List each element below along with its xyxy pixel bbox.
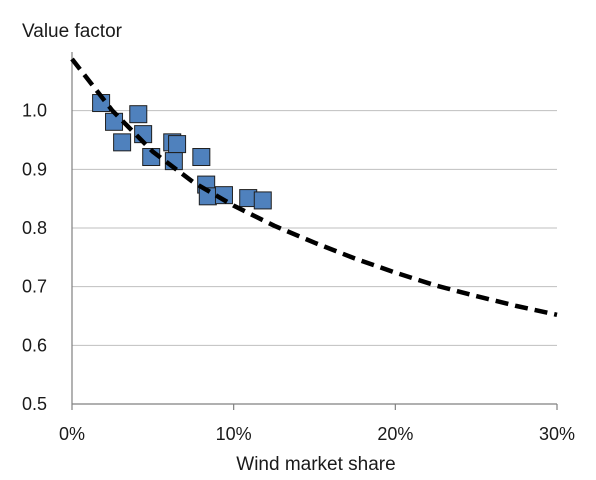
axes — [71, 52, 558, 410]
x-tick-label: 20% — [377, 424, 413, 444]
y-tick-label: 0.9 — [22, 159, 47, 179]
data-point — [168, 135, 187, 154]
x-tick-labels: 0% 10% 20% 30% — [59, 424, 575, 444]
data-point — [129, 105, 148, 124]
fit-curve-line — [70, 57, 558, 317]
y-axis-title: Value factor — [22, 21, 123, 42]
data-point — [192, 148, 211, 167]
y-tick-label: 0.8 — [22, 218, 47, 238]
data-point — [105, 112, 124, 131]
y-tick-labels: 0.5 0.6 0.7 0.8 0.9 1.0 — [22, 101, 47, 414]
grid — [72, 110, 557, 346]
y-tick-label: 0.6 — [22, 335, 47, 355]
scatter-points — [92, 94, 272, 210]
x-tick-label: 10% — [216, 424, 252, 444]
y-tick-label: 0.5 — [22, 394, 47, 414]
data-point — [253, 191, 272, 210]
y-tick-label: 0.7 — [22, 277, 47, 297]
y-tick-label: 1.0 — [22, 101, 47, 121]
x-tick-label: 30% — [539, 424, 575, 444]
x-axis-title: Wind market share — [236, 454, 395, 475]
x-tick-label: 0% — [59, 424, 85, 444]
fit-curve — [70, 57, 558, 317]
data-point — [113, 133, 132, 152]
